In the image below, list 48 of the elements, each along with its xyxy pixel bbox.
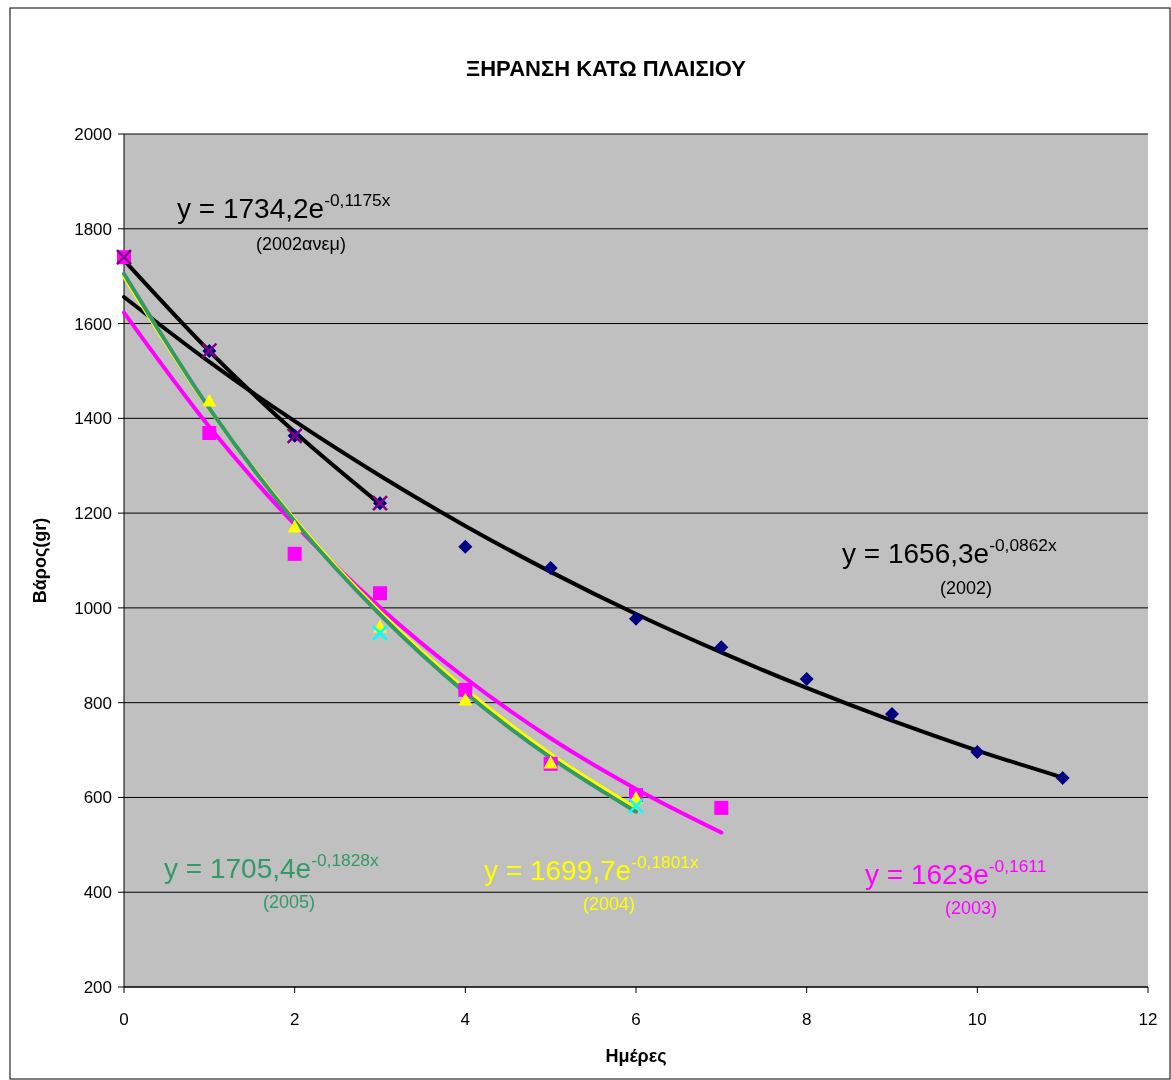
- y-tick-label: 1000: [74, 598, 112, 618]
- point: [543, 561, 558, 576]
- annotation: y = 1656,3e$^{-0,0862x}$: [842, 535, 1057, 569]
- point: [202, 426, 217, 441]
- y-tick-label: 1600: [74, 314, 112, 334]
- point: [714, 800, 729, 815]
- annotation: y = 1705,4e$^{-0,1828x}$: [164, 850, 379, 884]
- x-tick-label: 4: [460, 1010, 471, 1029]
- x-tick-label: 0: [119, 1010, 129, 1029]
- annotation: y = 1699,7e$^{-0,1801x}$: [484, 852, 699, 886]
- annotation: (2004): [582, 894, 636, 914]
- point: [373, 586, 387, 601]
- annotation: (2003): [944, 898, 998, 918]
- point: [885, 707, 899, 722]
- y-tick-label: 600: [83, 788, 112, 808]
- point: [970, 744, 985, 759]
- point: [371, 624, 389, 642]
- annotation: (2002): [939, 578, 993, 598]
- y-tick-label: 1400: [74, 409, 112, 429]
- chart-title: ΞΗΡΑΝΣΗ ΚΑΤΩ ΠΛΑΙΣΙΟΥ: [466, 56, 747, 81]
- y-tick-label: 1800: [74, 219, 112, 239]
- point: [287, 546, 302, 561]
- x-tick-label: 8: [801, 1010, 812, 1029]
- y-axis-title: Βάρος(gr): [30, 517, 50, 604]
- point: [714, 640, 729, 655]
- point: [287, 519, 302, 533]
- point: [202, 393, 217, 407]
- annotation: (2002ανεμ): [256, 234, 346, 254]
- y-tick-label: 800: [83, 693, 112, 713]
- point: [799, 671, 814, 686]
- x-tick-label: 2: [289, 1010, 300, 1029]
- y-tick-label: 200: [83, 978, 112, 997]
- x-tick-label: 6: [631, 1010, 641, 1029]
- point: [458, 539, 473, 554]
- point: [629, 611, 643, 626]
- point: [627, 797, 645, 815]
- point: [458, 692, 473, 706]
- annotation: y = 1734,2e$^{-0,1175x}$: [177, 190, 391, 224]
- x-axis-title: Ημέρες: [605, 1046, 667, 1066]
- annotation: (2005): [262, 892, 316, 912]
- point: [458, 682, 473, 697]
- point: [1055, 771, 1070, 786]
- y-tick-label: 2000: [74, 125, 112, 144]
- x-tick-label: 12: [1138, 1010, 1158, 1029]
- y-tick-label: 400: [83, 883, 112, 903]
- x-tick-label: 10: [967, 1010, 987, 1029]
- annotation: y = 1623e$^{-0,1611}$: [865, 856, 1047, 890]
- y-tick-label: 1200: [74, 504, 112, 524]
